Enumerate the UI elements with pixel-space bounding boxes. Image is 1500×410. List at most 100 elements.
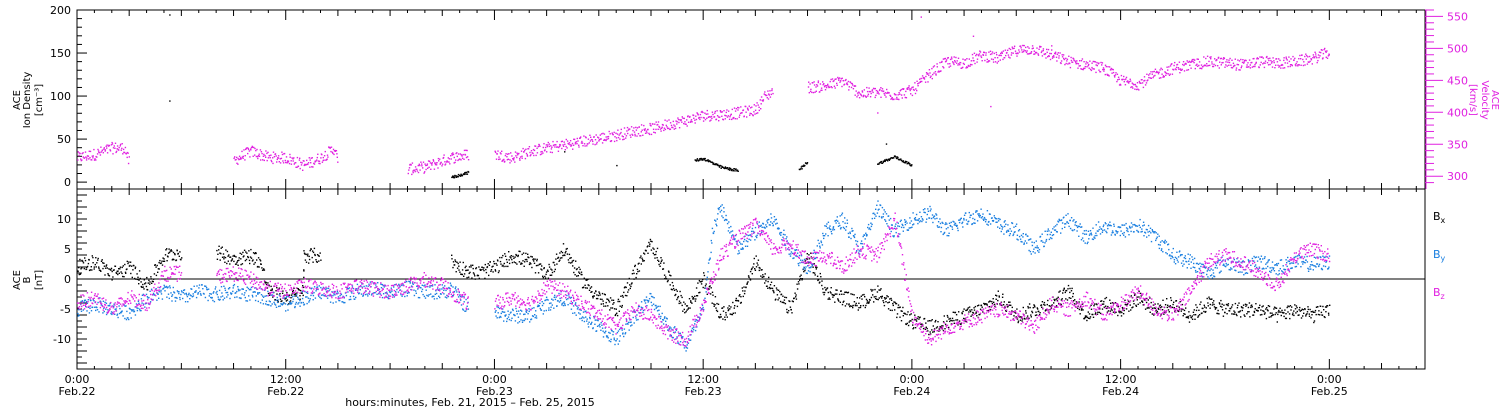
velocity-point xyxy=(1224,66,1226,68)
by-point xyxy=(337,296,340,298)
velocity-point xyxy=(976,58,979,60)
by-point xyxy=(90,310,93,312)
velocity-tick-label: 500 xyxy=(1447,42,1468,55)
by-point xyxy=(295,301,298,304)
velocity-point xyxy=(557,146,559,148)
velocity-point xyxy=(281,151,283,153)
velocity-point xyxy=(900,89,902,91)
velocity-point xyxy=(1108,66,1111,68)
by-point xyxy=(371,293,373,295)
velocity-point xyxy=(617,129,619,131)
velocity-point xyxy=(123,151,126,154)
bx-point xyxy=(180,259,182,261)
by-point xyxy=(463,301,465,303)
velocity-point xyxy=(1315,55,1317,57)
velocity-point xyxy=(629,134,631,136)
bx-point xyxy=(585,287,587,289)
velocity-point xyxy=(836,84,838,86)
velocity-point xyxy=(432,159,434,161)
velocity-point xyxy=(331,151,334,153)
velocity-point xyxy=(706,117,708,119)
bx-point xyxy=(678,300,681,302)
bx-point xyxy=(940,327,942,329)
bx-point xyxy=(928,333,930,336)
bx-point xyxy=(961,312,963,315)
bx-point xyxy=(900,310,902,312)
bx-point xyxy=(148,279,150,282)
velocity-point xyxy=(609,133,611,135)
bx-point xyxy=(1206,297,1208,300)
bx-point xyxy=(578,271,580,273)
by-point xyxy=(350,291,352,293)
by-point xyxy=(384,284,386,286)
velocity-point xyxy=(314,161,316,163)
density-point xyxy=(890,157,892,159)
bx-point xyxy=(1180,310,1182,312)
bx-point xyxy=(752,266,754,268)
bx-point xyxy=(515,254,518,257)
bx-point xyxy=(1205,310,1207,313)
bx-point xyxy=(1099,312,1102,315)
velocity-point xyxy=(81,152,83,155)
bx-point xyxy=(841,293,843,295)
bx-point xyxy=(749,270,752,273)
bx-point xyxy=(1319,305,1322,307)
bx-point xyxy=(703,272,705,274)
velocity-point xyxy=(550,145,552,147)
by-point xyxy=(205,285,207,287)
bx-point xyxy=(568,253,571,256)
bx-point xyxy=(735,297,737,300)
bx-point xyxy=(1117,306,1119,308)
by-point xyxy=(448,286,450,289)
bx-point xyxy=(948,326,950,329)
velocity-point xyxy=(442,156,445,159)
bx-point xyxy=(971,309,973,311)
bx-point xyxy=(1062,289,1065,292)
bx-point xyxy=(841,303,844,306)
velocity-point xyxy=(825,86,828,89)
velocity-point xyxy=(917,85,919,87)
velocity-point xyxy=(1131,82,1133,84)
bx-point xyxy=(167,252,170,254)
velocity-point xyxy=(1047,48,1050,51)
by-point xyxy=(103,307,105,309)
bx-point xyxy=(1003,301,1005,303)
by-point xyxy=(160,291,162,293)
bx-point xyxy=(855,302,857,305)
bx-point xyxy=(1124,299,1126,301)
bx-point xyxy=(486,266,489,268)
velocity-point xyxy=(89,157,91,159)
bx-point xyxy=(1248,302,1251,304)
bx-point xyxy=(997,299,999,302)
velocity-point xyxy=(1252,65,1255,68)
bx-point xyxy=(1149,297,1151,299)
bx-point xyxy=(79,273,82,275)
velocity-point xyxy=(992,61,995,63)
velocity-point xyxy=(293,157,295,159)
bx-point xyxy=(1307,308,1309,311)
by-point xyxy=(343,302,345,304)
velocity-point xyxy=(927,81,929,83)
velocity-point xyxy=(1005,54,1007,57)
bx-point xyxy=(853,294,855,296)
bx-point xyxy=(789,300,791,303)
bx-point xyxy=(981,306,983,308)
bx-point xyxy=(616,312,618,314)
by-point xyxy=(124,305,126,307)
velocity-point xyxy=(1260,61,1262,64)
bx-point xyxy=(290,297,292,299)
velocity-point xyxy=(334,150,336,152)
bx-point xyxy=(732,312,734,314)
velocity-point xyxy=(451,153,453,155)
velocity-point xyxy=(322,156,324,159)
by-point xyxy=(306,302,308,305)
by-point xyxy=(409,282,411,284)
bx-point xyxy=(834,301,836,303)
bx-point xyxy=(611,307,614,309)
bx-point xyxy=(1106,311,1109,313)
bx-point xyxy=(860,305,862,307)
velocity-point xyxy=(711,117,713,120)
by-point xyxy=(320,286,322,289)
velocity-point xyxy=(880,87,882,89)
bx-point xyxy=(1190,317,1193,319)
